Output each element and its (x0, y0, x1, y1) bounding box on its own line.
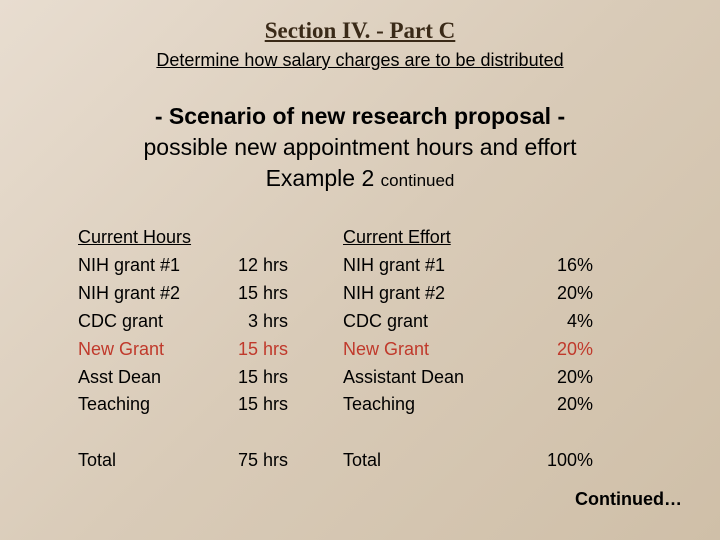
hours-row-value: 3 hrs (223, 308, 288, 336)
hours-row-label: CDC grant (78, 308, 223, 336)
effort-row-label: Teaching (343, 391, 518, 419)
hours-row-label: Teaching (78, 391, 223, 419)
effort-total-value: 100% (518, 447, 593, 475)
effort-row-value: 20% (518, 391, 593, 419)
hours-labels-column: Current Hours NIH grant #1 NIH grant #2 … (78, 224, 223, 475)
hours-total-value: 75 hrs (223, 447, 288, 475)
section-subtitle: Determine how salary charges are to be d… (0, 50, 720, 71)
scenario-line2: possible new appointment hours and effor… (0, 132, 720, 163)
example-label: Example 2 (266, 165, 381, 191)
effort-labels-column: Current Effort NIH grant #1 NIH grant #2… (343, 224, 518, 475)
effort-row-label-highlight: New Grant (343, 336, 518, 364)
effort-row-label: Assistant Dean (343, 364, 518, 392)
effort-row-value: 4% (518, 308, 593, 336)
effort-row-value: 20% (518, 280, 593, 308)
hours-row-value: 15 hrs (223, 391, 288, 419)
hours-values-column: 12 hrs 15 hrs 3 hrs 15 hrs 15 hrs 15 hrs… (223, 224, 343, 475)
hours-row-label: NIH grant #2 (78, 280, 223, 308)
hours-total-label: Total (78, 447, 223, 475)
effort-values-column: 16% 20% 4% 20% 20% 20% 100% (518, 224, 638, 475)
effort-total-label: Total (343, 447, 518, 475)
example-continued: continued (381, 171, 455, 190)
spacer (518, 419, 593, 447)
spacer (78, 419, 223, 447)
effort-header: Current Effort (343, 224, 518, 252)
spacer (518, 224, 593, 252)
continued-indicator: Continued… (575, 489, 682, 510)
effort-row-value: 16% (518, 252, 593, 280)
section-title: Section IV. - Part C (0, 0, 720, 44)
scenario-heading: - Scenario of new research proposal - po… (0, 101, 720, 194)
effort-row-value: 20% (518, 364, 593, 392)
hours-row-value: 12 hrs (223, 252, 288, 280)
hours-row-value: 15 hrs (223, 280, 288, 308)
hours-row-value-highlight: 15 hrs (223, 336, 288, 364)
scenario-line1: - Scenario of new research proposal - (0, 101, 720, 132)
hours-row-label-highlight: New Grant (78, 336, 223, 364)
hours-row-value: 15 hrs (223, 364, 288, 392)
spacer (223, 224, 288, 252)
effort-row-label: CDC grant (343, 308, 518, 336)
spacer (343, 419, 518, 447)
scenario-line3: Example 2 continued (0, 163, 720, 194)
data-columns: Current Hours NIH grant #1 NIH grant #2 … (0, 224, 720, 475)
effort-row-value-highlight: 20% (518, 336, 593, 364)
effort-row-label: NIH grant #1 (343, 252, 518, 280)
hours-row-label: NIH grant #1 (78, 252, 223, 280)
spacer (223, 419, 288, 447)
hours-row-label: Asst Dean (78, 364, 223, 392)
effort-row-label: NIH grant #2 (343, 280, 518, 308)
hours-header: Current Hours (78, 224, 223, 252)
